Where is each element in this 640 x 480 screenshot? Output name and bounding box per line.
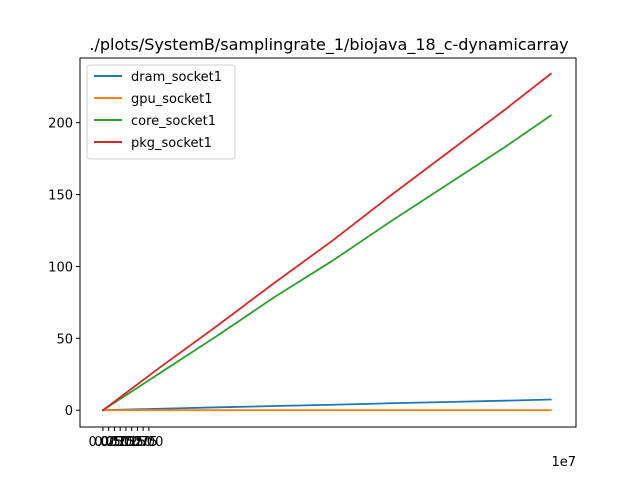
y-tick-label: 100 <box>48 260 73 275</box>
x-tick-label: 1.00 <box>111 435 140 450</box>
legend-box <box>86 64 236 160</box>
series-line-pkg-socket1 <box>101 72 553 412</box>
x-tick-label: 0.00 <box>88 435 117 450</box>
x-tick-label: 1.25 <box>117 435 146 450</box>
legend-entry: pkg_socket1 <box>131 136 212 151</box>
series-lines <box>101 72 553 412</box>
series-line-dram-socket1 <box>102 398 552 412</box>
axis-ticks: 0.000.250.500.751.001.251.501.752.00 0 50 1… <box>48 117 163 450</box>
legend: dram_socket1 gpu_socket1 core_socket1 pkg_s… <box>86 64 236 160</box>
x-tick-label: 2.00 <box>134 435 163 450</box>
y-tick-label: 200 <box>48 117 73 132</box>
x-tick-label: 0.25 <box>94 435 123 450</box>
legend-entry: dram_socket1 <box>131 70 222 85</box>
y-tick-label: 150 <box>48 189 73 204</box>
x-tick-label: 1.50 <box>123 435 152 450</box>
chart-title: ./plots/SystemB/samplingrate_1/biojava_1… <box>89 35 568 55</box>
plot-frame <box>79 57 577 428</box>
y-tick-label: 0 <box>65 404 73 419</box>
x-tick-label: 1.75 <box>129 435 158 450</box>
y-tick-label: 50 <box>56 332 73 347</box>
series-line-core-socket1 <box>101 114 552 412</box>
x-tick-label: 0.75 <box>106 435 135 450</box>
legend-entry: gpu_socket1 <box>131 92 213 107</box>
legend-entry: core_socket1 <box>131 114 216 129</box>
x-offset-label: 1e7 <box>551 455 576 470</box>
x-tick-label: 0.50 <box>100 435 129 450</box>
